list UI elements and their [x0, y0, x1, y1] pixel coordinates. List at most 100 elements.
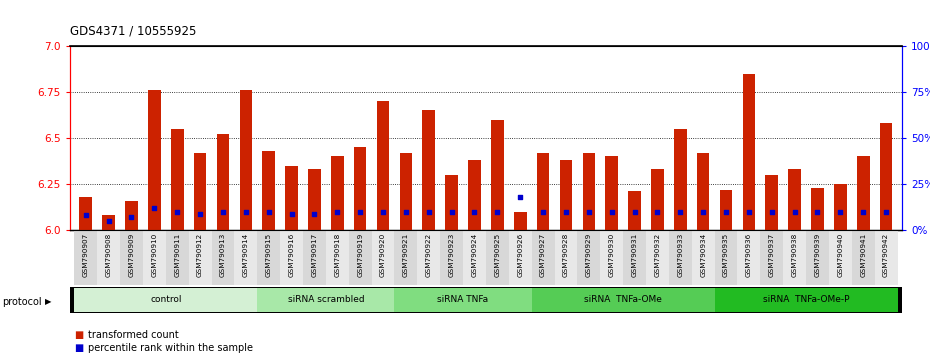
Bar: [651, 169, 664, 230]
Bar: [761, 230, 783, 285]
Bar: [514, 212, 526, 230]
Text: percentile rank within the sample: percentile rank within the sample: [88, 343, 253, 353]
Point: [421, 209, 436, 215]
Bar: [308, 169, 321, 230]
Bar: [74, 230, 98, 285]
Text: GSM790930: GSM790930: [609, 233, 615, 277]
Bar: [286, 166, 298, 230]
Bar: [303, 230, 326, 285]
Point: [741, 209, 756, 215]
Text: GSM790942: GSM790942: [884, 233, 889, 277]
Bar: [829, 230, 852, 285]
Bar: [697, 153, 710, 230]
Bar: [372, 230, 394, 285]
Text: siRNA TNFa: siRNA TNFa: [437, 295, 488, 304]
Bar: [148, 90, 161, 230]
Point: [352, 209, 367, 215]
Bar: [326, 230, 349, 285]
Bar: [377, 101, 390, 230]
Bar: [834, 184, 846, 230]
Point: [604, 209, 619, 215]
Point: [490, 209, 505, 215]
Bar: [714, 230, 737, 285]
Bar: [720, 190, 732, 230]
Bar: [418, 230, 440, 285]
Bar: [623, 230, 646, 285]
Bar: [880, 123, 893, 230]
Bar: [600, 230, 623, 285]
Point: [696, 209, 711, 215]
Point: [559, 209, 574, 215]
Text: GSM790926: GSM790926: [517, 233, 524, 277]
Bar: [737, 230, 761, 285]
Text: GSM790938: GSM790938: [791, 233, 798, 277]
Bar: [400, 153, 412, 230]
Text: transformed count: transformed count: [88, 330, 179, 339]
Text: protocol: protocol: [2, 297, 42, 307]
Bar: [742, 74, 755, 230]
Bar: [193, 153, 206, 230]
Text: GSM790914: GSM790914: [243, 233, 249, 277]
Point: [307, 211, 322, 216]
Text: GSM790908: GSM790908: [106, 233, 112, 277]
Text: GSM790907: GSM790907: [83, 233, 88, 277]
Point: [285, 211, 299, 216]
Bar: [692, 230, 714, 285]
Text: GSM790927: GSM790927: [540, 233, 546, 277]
Bar: [582, 153, 595, 230]
Bar: [560, 160, 572, 230]
Text: siRNA scrambled: siRNA scrambled: [287, 295, 365, 304]
Text: ▶: ▶: [45, 297, 51, 306]
Text: GSM790940: GSM790940: [837, 233, 844, 277]
Text: GSM790932: GSM790932: [655, 233, 660, 277]
Bar: [74, 288, 258, 312]
Point: [512, 194, 527, 200]
Point: [787, 209, 802, 215]
Bar: [874, 230, 897, 285]
Point: [170, 209, 185, 215]
Point: [398, 209, 413, 215]
Point: [376, 209, 391, 215]
Bar: [189, 230, 211, 285]
Text: GSM790921: GSM790921: [403, 233, 409, 277]
Bar: [714, 288, 897, 312]
Text: GSM790915: GSM790915: [266, 233, 272, 277]
Bar: [669, 230, 692, 285]
Bar: [445, 175, 458, 230]
Text: GSM790937: GSM790937: [769, 233, 775, 277]
Bar: [765, 175, 778, 230]
Point: [467, 209, 482, 215]
Text: GSM790910: GSM790910: [152, 233, 157, 277]
Text: GSM790941: GSM790941: [860, 233, 866, 277]
Point: [650, 209, 665, 215]
Bar: [789, 169, 801, 230]
Bar: [532, 230, 554, 285]
Text: siRNA  TNFa-OMe: siRNA TNFa-OMe: [584, 295, 662, 304]
Text: GSM790917: GSM790917: [312, 233, 317, 277]
Bar: [674, 129, 686, 230]
Bar: [258, 230, 280, 285]
Point: [764, 209, 779, 215]
Bar: [811, 188, 824, 230]
Text: GSM790916: GSM790916: [288, 233, 295, 277]
Bar: [349, 230, 372, 285]
Bar: [234, 230, 258, 285]
Bar: [509, 230, 532, 285]
Text: GSM790933: GSM790933: [677, 233, 684, 277]
Text: GSM790924: GSM790924: [472, 233, 477, 277]
Bar: [102, 215, 115, 230]
Bar: [485, 230, 509, 285]
Point: [672, 209, 687, 215]
Bar: [646, 230, 669, 285]
Bar: [166, 230, 189, 285]
Bar: [217, 135, 230, 230]
Text: GSM790911: GSM790911: [174, 233, 180, 277]
Text: GSM790931: GSM790931: [631, 233, 638, 277]
Bar: [783, 230, 806, 285]
Bar: [120, 230, 143, 285]
Point: [581, 209, 596, 215]
Text: GSM790928: GSM790928: [563, 233, 569, 277]
Bar: [394, 288, 532, 312]
Point: [330, 209, 345, 215]
Text: control: control: [150, 295, 181, 304]
